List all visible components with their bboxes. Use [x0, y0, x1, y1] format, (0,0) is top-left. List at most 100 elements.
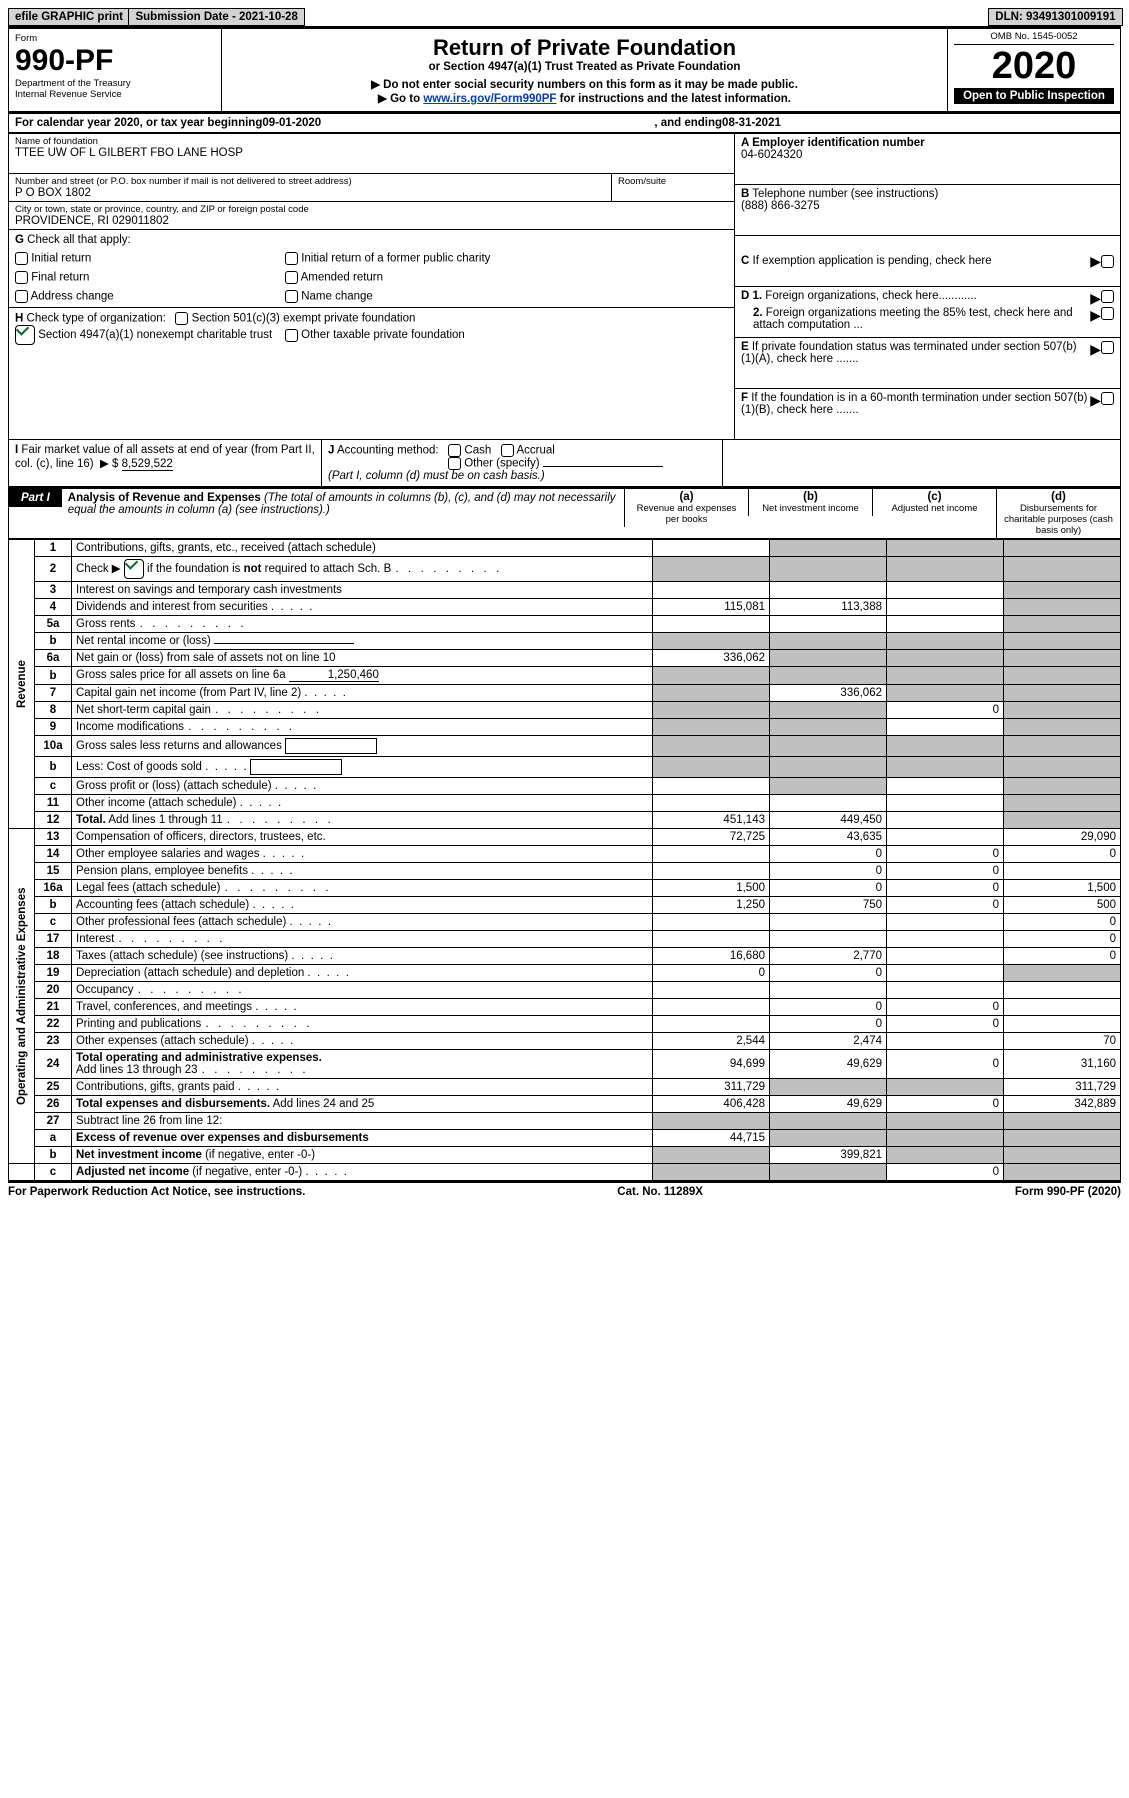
header-left: Form 990-PF Department of the Treasury I… [9, 29, 222, 111]
r12-desc2: Add lines 1 through 11 [106, 814, 223, 826]
j-label: J [328, 445, 334, 457]
row-15: 15Pension plans, employee benefits00 [9, 863, 1121, 880]
r16c-desc: Other professional fees (attach schedule… [76, 916, 286, 928]
box-b: B Telephone number (see instructions) (8… [735, 185, 1120, 236]
r22-b: 0 [770, 1016, 887, 1033]
d1-checkbox[interactable] [1101, 290, 1114, 303]
row-23: 23Other expenses (attach schedule)2,5442… [9, 1033, 1121, 1050]
expenses-label: Operating and Administrative Expenses [9, 829, 35, 1164]
h-4947-checkbox[interactable] [15, 325, 35, 345]
g-opt2: Final return [31, 272, 89, 284]
r21-b: 0 [770, 999, 887, 1016]
h-other-checkbox[interactable] [285, 329, 298, 342]
g-amended-checkbox[interactable] [285, 271, 298, 284]
c-text: If exemption application is pending, che… [749, 255, 991, 267]
period-end: 08-31-2021 [722, 117, 781, 129]
g-initial-checkbox[interactable] [15, 252, 28, 265]
tax-year: 2020 [954, 45, 1114, 88]
row-11: 11Other income (attach schedule) [9, 795, 1121, 812]
r26-b: 49,629 [770, 1096, 887, 1113]
entity-block: Name of foundation TTEE UW OF L GILBERT … [8, 133, 1121, 440]
col-b-label: (b) [803, 491, 818, 503]
period-begin: 09-01-2020 [262, 117, 321, 129]
f-text: If the foundation is in a 60-month termi… [741, 392, 1087, 416]
addr: P O BOX 1802 [15, 187, 605, 199]
r8-c: 0 [887, 702, 1004, 719]
period-prefix: For calendar year 2020, or tax year begi… [15, 117, 262, 129]
f-checkbox[interactable] [1101, 392, 1114, 405]
section-i: I Fair market value of all assets at end… [9, 440, 322, 486]
e-checkbox[interactable] [1101, 341, 1114, 354]
r15-c: 0 [887, 863, 1004, 880]
g-address-checkbox[interactable] [15, 290, 28, 303]
header-center: Return of Private Foundation or Section … [222, 29, 947, 111]
r18-desc: Taxes (attach schedule) (see instruction… [76, 950, 288, 962]
form-link[interactable]: www.irs.gov/Form990PF [423, 93, 556, 105]
r26-c: 0 [887, 1096, 1004, 1113]
r25-a: 311,729 [653, 1079, 770, 1096]
f-label: F [741, 392, 748, 404]
g-opt4: Address change [31, 291, 114, 303]
r17-desc: Interest [76, 933, 114, 945]
row-16b: bAccounting fees (attach schedule)1,2507… [9, 897, 1121, 914]
r2not: not [244, 563, 262, 575]
g-name-checkbox[interactable] [285, 290, 298, 303]
j-text: Accounting method: [337, 445, 439, 457]
row-16c: cOther professional fees (attach schedul… [9, 914, 1121, 931]
g-text: Check all that apply: [24, 234, 131, 246]
row-6b: bGross sales price for all assets on lin… [9, 667, 1121, 685]
r19-b: 0 [770, 965, 887, 982]
r16c-d: 0 [1004, 914, 1121, 931]
r16b-a: 1,250 [653, 897, 770, 914]
r22-c: 0 [887, 1016, 1004, 1033]
d2-checkbox[interactable] [1101, 307, 1114, 320]
section-j: J Accounting method: Cash Accrual Other … [322, 440, 723, 486]
r27bi: (if negative, enter -0-) [202, 1149, 315, 1161]
r1-desc: Contributions, gifts, grants, etc., rece… [72, 540, 653, 557]
g-initial-former-checkbox[interactable] [285, 252, 298, 265]
part1-table: Revenue 1Contributions, gifts, grants, e… [8, 539, 1121, 1181]
j-other-checkbox[interactable] [448, 457, 461, 470]
r18-d: 0 [1004, 948, 1121, 965]
row-26: 26Total expenses and disbursements. Add … [9, 1096, 1121, 1113]
r23-a: 2,544 [653, 1033, 770, 1050]
r13-b: 43,635 [770, 829, 887, 846]
room-label: Room/suite [618, 176, 728, 187]
foundation-name: TTEE UW OF L GILBERT FBO LANE HOSP [15, 147, 728, 159]
j-cash-checkbox[interactable] [448, 444, 461, 457]
i-arrow: ▶ $ [100, 458, 118, 470]
submission-label: Submission Date - [135, 11, 239, 23]
row-25: 25Contributions, gifts, grants paid311,7… [9, 1079, 1121, 1096]
r26b-desc: Add lines 24 and 25 [270, 1098, 374, 1110]
entity-right: A Employer identification number 04-6024… [734, 134, 1120, 439]
r14-d: 0 [1004, 846, 1121, 863]
r10c-desc: Gross profit or (loss) (attach schedule) [76, 780, 272, 792]
h-501c3-checkbox[interactable] [175, 312, 188, 325]
r13-a: 72,725 [653, 829, 770, 846]
dln-box: DLN: 93491301009191 [988, 8, 1122, 26]
c-checkbox[interactable] [1101, 255, 1114, 268]
e-text: If private foundation status was termina… [741, 341, 1077, 365]
g-final-checkbox[interactable] [15, 271, 28, 284]
r6a-a: 336,062 [653, 650, 770, 667]
r7-desc: Capital gain net income (from Part IV, l… [76, 687, 301, 699]
r5b-desc: Net rental income or (loss) [76, 635, 211, 647]
row-8: 8Net short-term capital gain0 [9, 702, 1121, 719]
row-10a: 10aGross sales less returns and allowanc… [9, 736, 1121, 757]
col-b-text: Net investment income [753, 503, 868, 514]
ij-row: I Fair market value of all assets at end… [8, 440, 1121, 487]
schb-checkbox[interactable] [124, 559, 144, 579]
submission-date: 2021-10-28 [239, 11, 298, 23]
col-c-label: (c) [927, 491, 941, 503]
form-number: 990-PF [15, 44, 215, 78]
g-label: G [15, 234, 24, 246]
form-title: Return of Private Foundation [228, 35, 941, 61]
h-o1: Section 501(c)(3) exempt private foundat… [192, 313, 416, 325]
city-label: City or town, state or province, country… [15, 204, 728, 215]
j-accrual-checkbox[interactable] [501, 444, 514, 457]
d2-text: Foreign organizations meeting the 85% te… [753, 307, 1073, 331]
r16b-c: 0 [887, 897, 1004, 914]
box-e: E If private foundation status was termi… [735, 338, 1120, 389]
r27c-c: 0 [887, 1164, 1004, 1181]
r26-a: 406,428 [653, 1096, 770, 1113]
